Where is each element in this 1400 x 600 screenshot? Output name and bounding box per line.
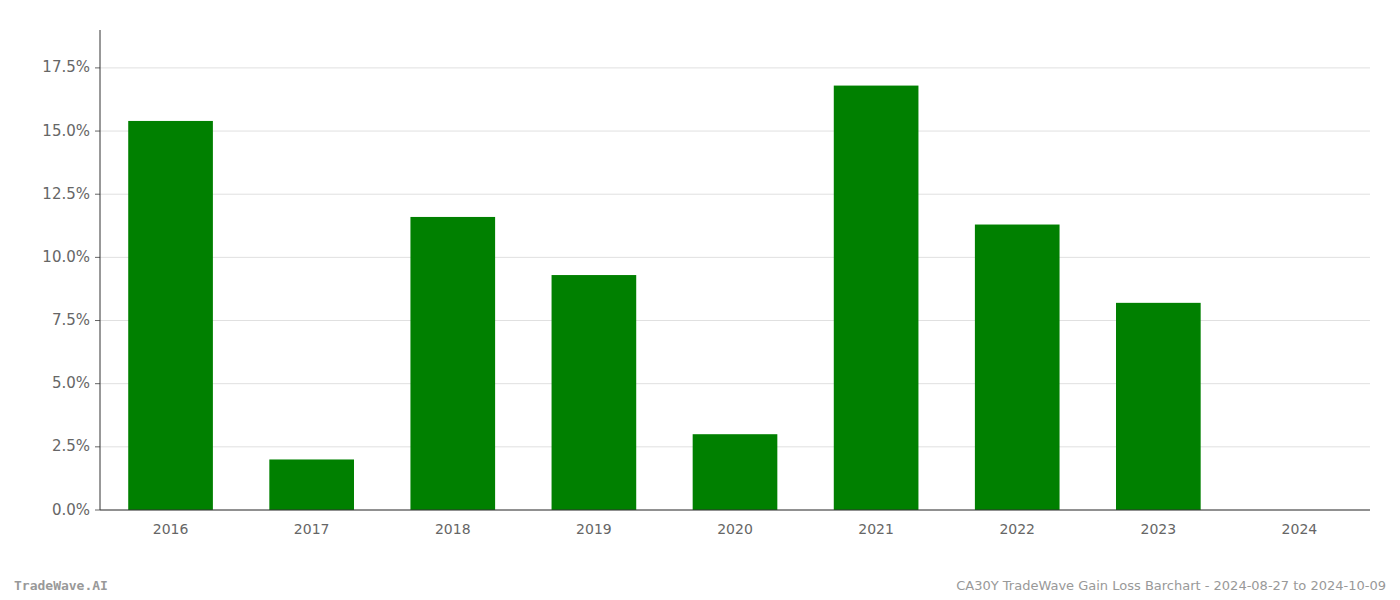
y-tick	[95, 510, 100, 511]
x-tick-label: 2017	[294, 521, 330, 537]
x-tick-label: 2016	[153, 521, 189, 537]
grid-line	[100, 67, 1370, 68]
x-tick-label: 2021	[858, 521, 894, 537]
y-axis-line	[100, 30, 101, 510]
chart-svg: 0.0% 2.5% 5.0% 7.5% 10.0% 12.5% 15.0% 17.5% 2016…	[0, 0, 1400, 600]
grid-line	[100, 131, 1370, 132]
y-tick-label: 5.0%	[52, 374, 90, 392]
bar	[410, 217, 495, 510]
y-tick	[95, 131, 100, 132]
bar	[269, 459, 354, 510]
bar	[552, 275, 637, 510]
bar	[128, 121, 213, 510]
y-tick-label: 0.0%	[52, 501, 90, 519]
bar	[693, 434, 778, 510]
y-tick-label: 12.5%	[42, 185, 90, 203]
grid-line	[100, 510, 1370, 511]
x-tick-label: 2020	[717, 521, 753, 537]
grid-line	[100, 257, 1370, 258]
y-axis: 0.0% 2.5% 5.0% 7.5% 10.0% 12.5% 15.0% 17.5%	[42, 30, 100, 519]
footer-left: TradeWave.AI	[14, 578, 108, 593]
bar	[975, 225, 1060, 510]
grid-line	[100, 194, 1370, 195]
chart-container: 0.0% 2.5% 5.0% 7.5% 10.0% 12.5% 15.0% 17.5% 2016…	[0, 0, 1400, 600]
footer-right: CA30Y TradeWave Gain Loss Barchart - 202…	[956, 578, 1386, 593]
grid	[100, 68, 1370, 510]
y-tick	[95, 194, 100, 195]
bars	[128, 86, 1200, 510]
y-tick	[95, 446, 100, 447]
footer: TradeWave.AI CA30Y TradeWave Gain Loss Ba…	[14, 578, 1386, 593]
y-tick	[95, 257, 100, 258]
x-tick-label: 2023	[1141, 521, 1177, 537]
x-axis: 2016 2017 2018 2019 2020 2021 2022 2023 2024	[100, 510, 1370, 537]
x-tick-label: 2019	[576, 521, 612, 537]
y-tick	[95, 383, 100, 384]
x-tick-label: 2018	[435, 521, 471, 537]
x-tick-label: 2024	[1282, 521, 1318, 537]
y-tick-label: 7.5%	[52, 311, 90, 329]
bar	[834, 86, 919, 510]
y-tick	[95, 67, 100, 68]
y-tick-label: 17.5%	[42, 58, 90, 76]
y-tick	[95, 320, 100, 321]
x-tick-label: 2022	[999, 521, 1035, 537]
y-tick-label: 2.5%	[52, 437, 90, 455]
x-axis-line	[100, 510, 1370, 511]
y-tick-label: 10.0%	[42, 248, 90, 266]
bar	[1116, 303, 1201, 510]
y-tick-label: 15.0%	[42, 122, 90, 140]
